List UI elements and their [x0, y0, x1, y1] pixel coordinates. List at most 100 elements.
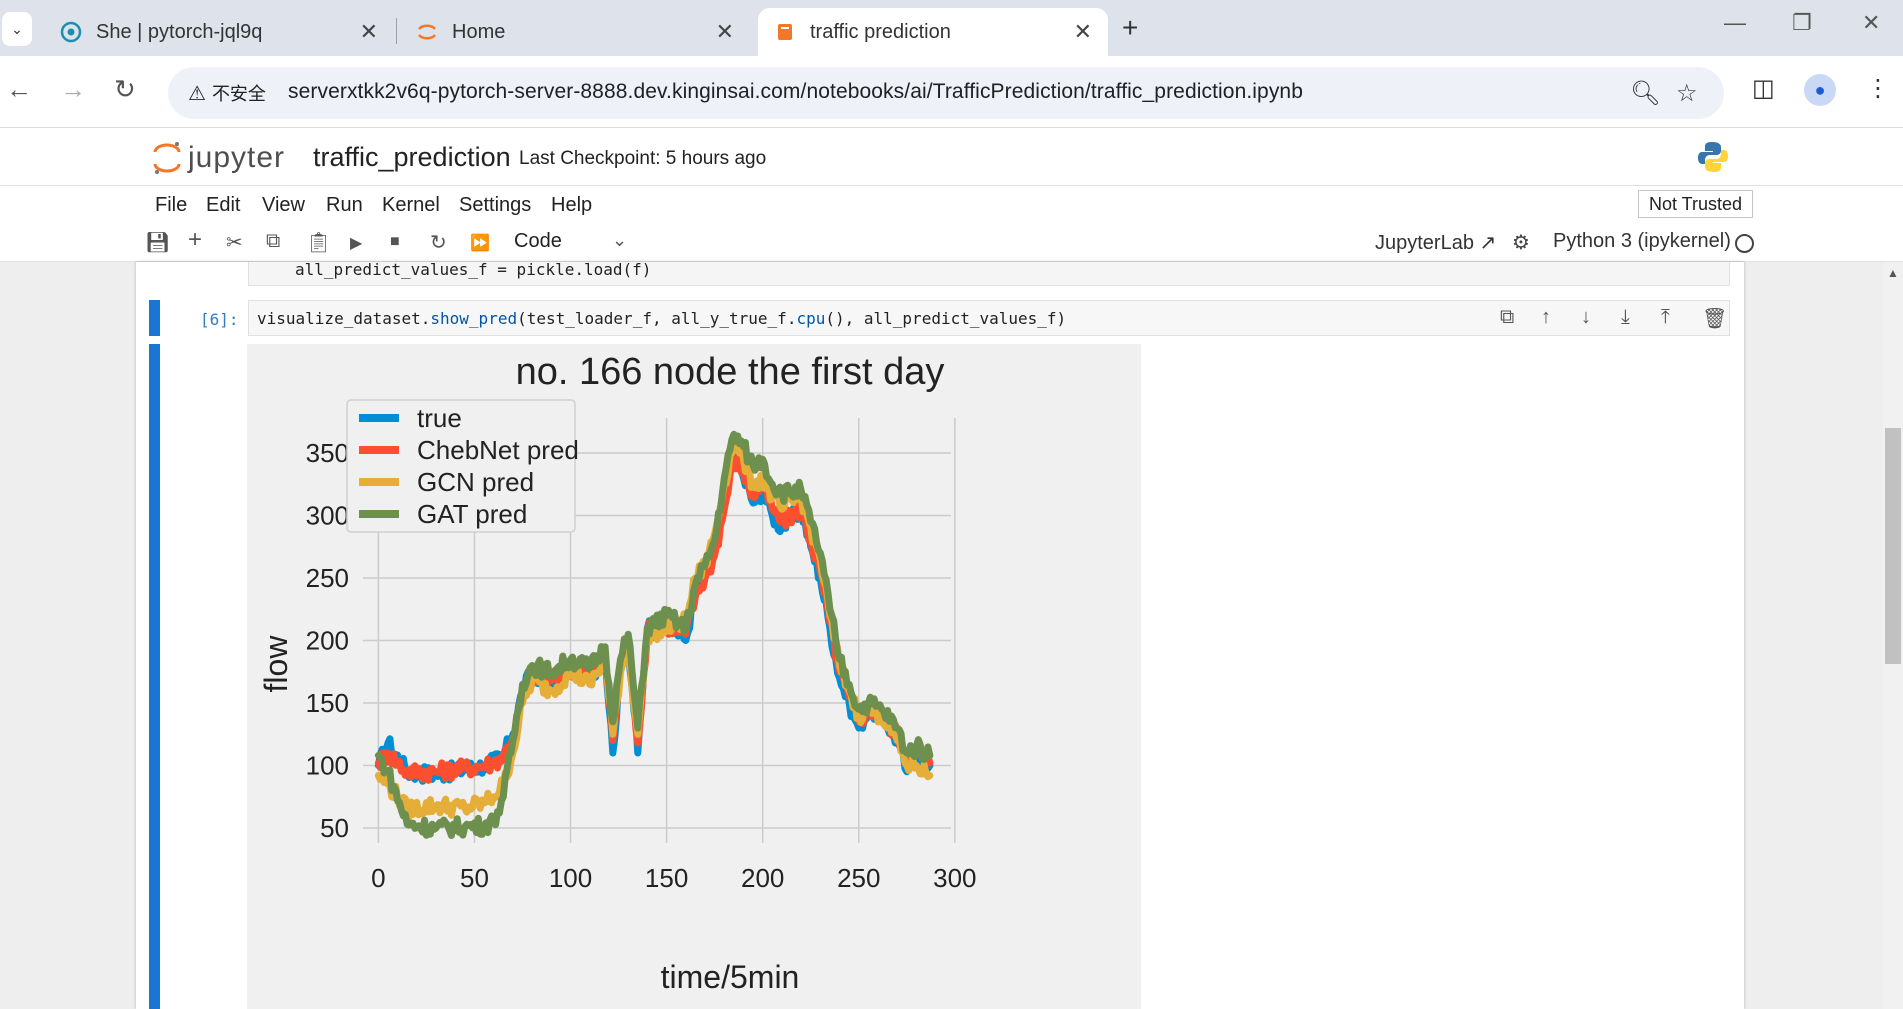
insert-above-icon[interactable]: ⤓: [1621, 306, 1630, 328]
url-text[interactable]: serverxtkk2v6q-pytorch-server-8888.dev.k…: [288, 80, 1303, 103]
jupyter-icon: [416, 21, 438, 43]
y-tick-label: 150: [306, 688, 349, 718]
new-tab-plus-icon[interactable]: +: [1122, 12, 1139, 43]
jupyter-wordmark: jupyter: [188, 141, 286, 174]
menu-view[interactable]: View: [262, 194, 305, 216]
jupyter-logo[interactable]: jupyter: [152, 140, 285, 176]
legend-entry: GCN pred: [417, 467, 534, 497]
menu-settings[interactable]: Settings: [459, 194, 532, 216]
warning-icon: ⚠: [188, 82, 206, 105]
tab-separator: [396, 18, 397, 44]
paste-icon[interactable]: 📋︎: [306, 232, 332, 254]
y-tick-label: 50: [320, 813, 349, 843]
cell-output-plot: no. 166 node the first day time/5min flo…: [247, 344, 1141, 1009]
menu-edit[interactable]: Edit: [206, 194, 241, 216]
insert-cell-icon[interactable]: +: [188, 226, 203, 253]
restart-icon[interactable]: ↻: [430, 232, 447, 254]
close-icon[interactable]: ✕: [715, 19, 734, 44]
scroll-up-arrow-icon[interactable]: ▲: [1887, 266, 1899, 280]
y-tick-label: 250: [306, 563, 349, 593]
cut-icon[interactable]: ✂: [226, 232, 243, 254]
series-line-gat-pred: [374, 430, 934, 839]
browser-tab-traffic-prediction[interactable]: traffic prediction ✕: [758, 8, 1108, 56]
y-tick-label: 100: [306, 751, 349, 781]
code-cell-input[interactable]: visualize_dataset.show_pred(test_loader_…: [248, 300, 1730, 336]
legend-box: [346, 399, 576, 533]
previous-cell-code[interactable]: all_predict_values_f = pickle.load(f): [248, 260, 1730, 286]
external-link-icon: ↗: [1479, 232, 1497, 254]
code-function: show_pred: [430, 309, 518, 328]
move-up-icon[interactable]: ↑: [1541, 306, 1551, 328]
last-checkpoint: Last Checkpoint: 5 hours ago: [519, 148, 767, 169]
legend-entry: GAT pred: [417, 499, 527, 529]
debugger-bug-icon[interactable]: ⚙: [1512, 232, 1530, 254]
vertical-scrollbar[interactable]: ▲: [1883, 262, 1903, 1009]
address-bar-row: ← → ↻ ⚠ 不安全 serverxtkk2v6q-pytorch-serve…: [0, 56, 1903, 128]
x-tick-label: 300: [933, 863, 976, 893]
insert-below-icon[interactable]: ⤒: [1661, 306, 1670, 328]
python-logo-icon: [1696, 140, 1730, 174]
trust-indicator-button[interactable]: Not Trusted: [1638, 190, 1754, 218]
kernel-name[interactable]: Python 3 (ipykernel): [1553, 230, 1731, 252]
browser-tab-home[interactable]: Home ✕: [400, 8, 750, 56]
chevron-down-icon: ⌄: [11, 20, 23, 37]
reload-icon[interactable]: ↻: [114, 74, 136, 104]
close-icon[interactable]: ✕: [1073, 19, 1092, 44]
spinner-icon: [60, 21, 82, 43]
cell-input-collapser[interactable]: [149, 300, 160, 336]
menu-kernel[interactable]: Kernel: [382, 194, 440, 216]
profile-avatar-icon[interactable]: ●: [1804, 74, 1836, 106]
browser-tab-she[interactable]: She | pytorch-jql9q ✕: [44, 8, 394, 56]
run-icon[interactable]: ▶: [350, 235, 363, 252]
fast-forward-icon[interactable]: ⏩: [470, 235, 490, 252]
restore-icon[interactable]: ❐: [1792, 10, 1812, 35]
y-tick-label: 350: [306, 438, 349, 468]
close-icon[interactable]: ✕: [359, 19, 378, 44]
tab-search-button[interactable]: ⌄: [2, 12, 32, 46]
x-tick-label: 100: [549, 863, 592, 893]
duplicate-cell-icon[interactable]: ⧉: [1500, 306, 1515, 328]
cell-output-collapser[interactable]: [149, 344, 160, 1009]
menu-run[interactable]: Run: [326, 194, 363, 216]
zoom-icon[interactable]: 🔍︎: [1630, 80, 1661, 107]
forward-arrow-icon[interactable]: →: [60, 74, 86, 104]
scrollbar-thumb[interactable]: [1885, 428, 1901, 664]
execution-prompt: [6]:: [200, 310, 239, 329]
notebook-icon: [774, 21, 796, 43]
chart-title: no. 166 node the first day: [516, 351, 945, 393]
jupyterlab-label: JupyterLab: [1375, 232, 1474, 254]
save-icon[interactable]: 💾︎: [145, 232, 171, 254]
y-tick-label: 300: [306, 501, 349, 531]
notebook-title[interactable]: traffic_prediction: [313, 142, 511, 172]
chevron-down-icon[interactable]: ⌄: [612, 230, 628, 250]
window-close-icon[interactable]: ✕: [1862, 10, 1881, 35]
series-group: [374, 430, 934, 839]
omnibox[interactable]: ⚠ 不安全 serverxtkk2v6q-pytorch-server-8888…: [168, 67, 1724, 119]
security-indicator[interactable]: ⚠ 不安全: [182, 77, 278, 109]
back-arrow-icon[interactable]: ←: [6, 74, 32, 104]
cell-type-select[interactable]: Code: [514, 230, 562, 252]
security-label: 不安全: [211, 84, 266, 104]
y-tick-label: 200: [306, 626, 349, 656]
line-chart: no. 166 node the first day time/5min flo…: [258, 351, 977, 995]
jupyterlab-link[interactable]: JupyterLab ↗: [1375, 230, 1496, 255]
y-axis-label: flow: [258, 635, 294, 693]
bookmark-star-icon[interactable]: ☆: [1676, 80, 1698, 107]
move-down-icon[interactable]: ↓: [1581, 306, 1591, 328]
x-tick-label: 200: [741, 863, 784, 893]
previous-code-line: all_predict_values_f = pickle.load(f): [295, 260, 652, 279]
x-tick-label: 250: [837, 863, 880, 893]
delete-cell-icon[interactable]: 🗑︎: [1702, 308, 1728, 330]
notebook-toolbar: 💾︎ + ✂ ⧉ 📋︎ ▶ ■ ↻ ⏩ Code ⌄ JupyterLab ↗ …: [0, 224, 1903, 262]
stop-icon[interactable]: ■: [390, 233, 400, 250]
menu-file[interactable]: File: [155, 194, 188, 216]
tab-title: She | pytorch-jql9q: [96, 20, 263, 43]
side-panel-icon[interactable]: ◫: [1752, 75, 1775, 102]
menu-help[interactable]: Help: [551, 194, 593, 216]
x-tick-label: 150: [645, 863, 688, 893]
minimize-icon[interactable]: —: [1724, 10, 1746, 35]
copy-icon[interactable]: ⧉: [266, 230, 281, 252]
more-menu-icon[interactable]: ⋮: [1866, 75, 1890, 102]
browser-tab-bar: ⌄ She | pytorch-jql9q ✕ Home ✕ traffic p…: [0, 0, 1903, 56]
